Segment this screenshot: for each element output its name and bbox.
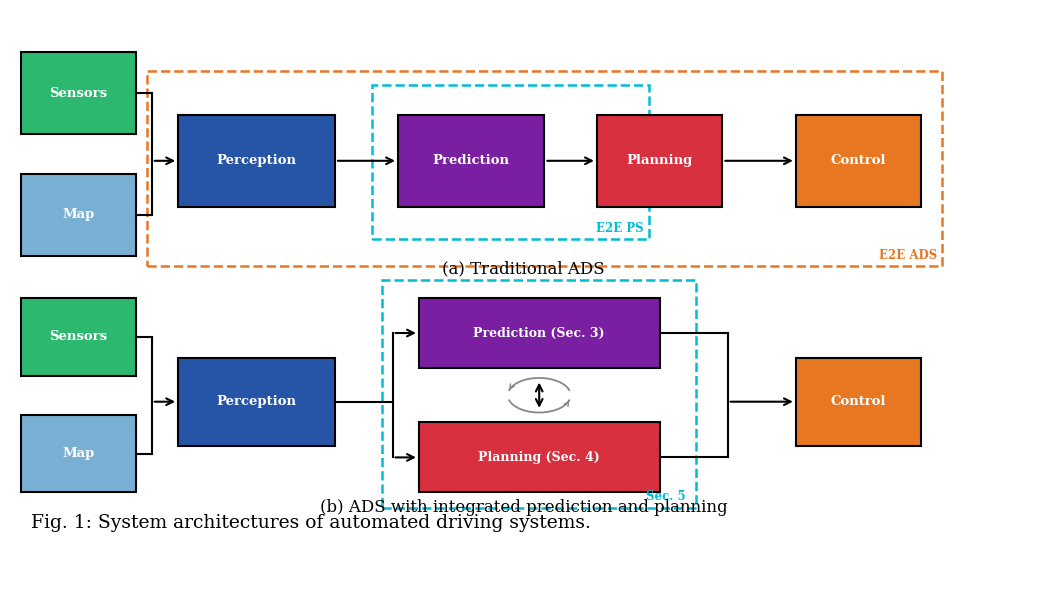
FancyBboxPatch shape xyxy=(419,298,660,368)
FancyBboxPatch shape xyxy=(21,298,136,376)
Text: Sensors: Sensors xyxy=(49,330,108,343)
Text: E2E ADS: E2E ADS xyxy=(878,249,937,263)
FancyBboxPatch shape xyxy=(597,115,722,207)
Text: Prediction: Prediction xyxy=(432,154,510,167)
Text: Perception: Perception xyxy=(217,154,296,167)
Text: Sec. 5: Sec. 5 xyxy=(646,490,686,503)
FancyBboxPatch shape xyxy=(796,358,921,446)
FancyBboxPatch shape xyxy=(21,174,136,256)
FancyBboxPatch shape xyxy=(178,358,335,446)
Text: E2E PS: E2E PS xyxy=(597,222,644,235)
Text: Planning (Sec. 4): Planning (Sec. 4) xyxy=(478,451,600,464)
Text: Planning: Planning xyxy=(626,154,693,167)
Text: Control: Control xyxy=(830,395,887,408)
FancyBboxPatch shape xyxy=(796,115,921,207)
Text: (a) Traditional ADS: (a) Traditional ADS xyxy=(442,260,605,277)
FancyBboxPatch shape xyxy=(21,415,136,492)
Text: Perception: Perception xyxy=(217,395,296,408)
FancyBboxPatch shape xyxy=(398,115,544,207)
FancyBboxPatch shape xyxy=(419,422,660,492)
Text: Map: Map xyxy=(63,447,94,460)
FancyBboxPatch shape xyxy=(178,115,335,207)
Text: Map: Map xyxy=(63,209,94,221)
Text: Sensors: Sensors xyxy=(49,87,108,100)
FancyBboxPatch shape xyxy=(21,52,136,134)
Text: Fig. 1: System architectures of automated driving systems.: Fig. 1: System architectures of automate… xyxy=(31,514,592,532)
Text: Control: Control xyxy=(830,154,887,167)
Text: Prediction (Sec. 3): Prediction (Sec. 3) xyxy=(473,326,605,339)
Text: (b) ADS with integrated prediction and planning: (b) ADS with integrated prediction and p… xyxy=(319,499,728,516)
